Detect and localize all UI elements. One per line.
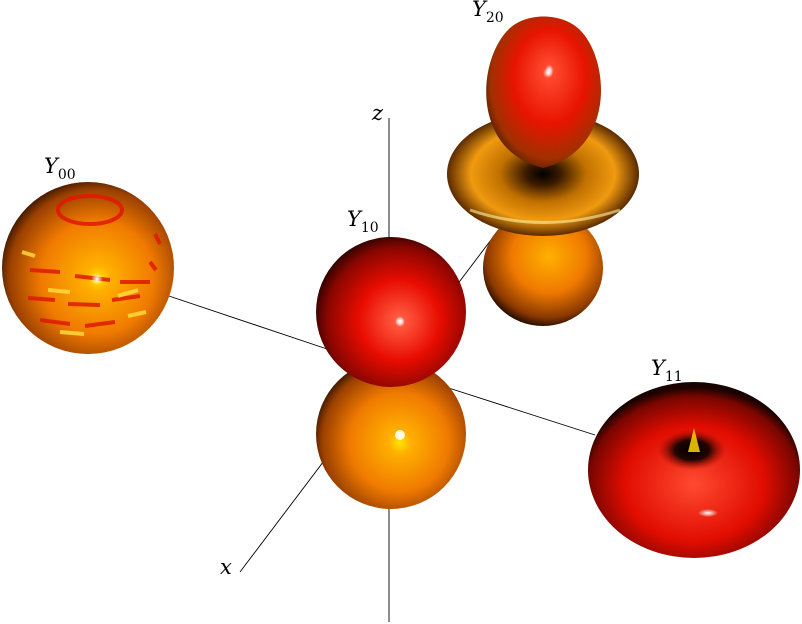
y20-lower-lobe	[483, 210, 603, 326]
x-axis-label: x	[220, 555, 232, 579]
y00-highlight-pattern	[21, 250, 147, 336]
y11-label: Y11	[651, 356, 683, 385]
y20-label: Y20	[472, 0, 504, 26]
y00-sphere	[2, 182, 174, 354]
y11-torus	[588, 382, 800, 558]
y20-shape	[447, 16, 639, 326]
y10-upper-lobe	[316, 237, 466, 387]
y11-connector-line	[429, 381, 596, 436]
y00-surface-pattern	[27, 194, 162, 328]
y00-connector-line	[159, 292, 331, 351]
z-axis-label: z	[371, 101, 384, 125]
y20-disc	[447, 112, 639, 236]
y10-lower-lobe	[316, 359, 466, 509]
y20-upper-lobe	[486, 16, 602, 168]
y00-label: Y00	[44, 154, 76, 183]
y10-label: Y10	[347, 207, 379, 236]
